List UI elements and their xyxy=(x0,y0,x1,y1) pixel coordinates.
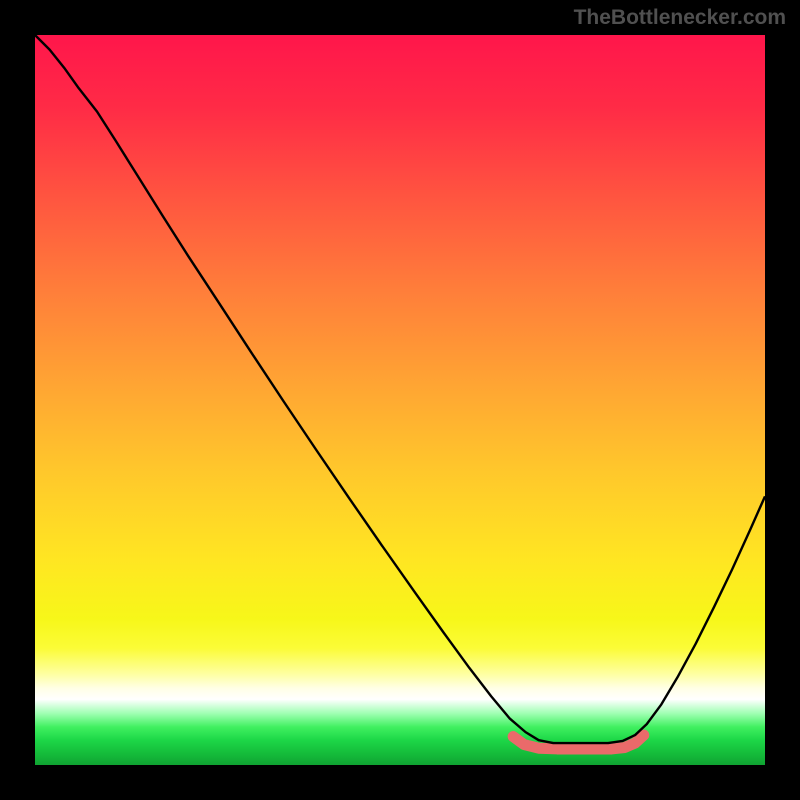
bottleneck-curve xyxy=(35,35,765,743)
attribution-text: TheBottlenecker.com xyxy=(574,6,786,30)
plot-area xyxy=(35,35,765,765)
chart-canvas: TheBottlenecker.com xyxy=(0,0,800,800)
curve-layer xyxy=(35,35,765,765)
